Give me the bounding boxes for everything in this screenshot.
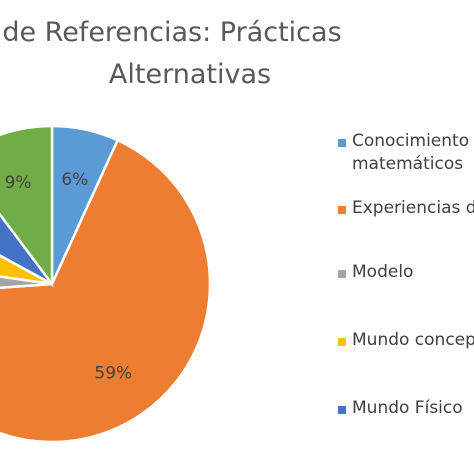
legend-entry-experiencias-de: Experiencias de [338, 198, 474, 218]
legend-swatch-mundo-concep [338, 338, 346, 346]
pie-data-labels: 6%59%6%9% [5, 170, 133, 383]
legend-swatch-experiencias-de [338, 206, 346, 214]
legend-entry-mundo-fisico: Mundo Físico [338, 398, 463, 418]
legend-label-conocimiento-matematicos: Conocimiento [352, 131, 469, 151]
chart-title: Resumen de Referencias: Prácticas Altern… [0, 17, 342, 90]
legend-label-mundo-concep: Mundo concep [352, 330, 474, 350]
legend-entry-conocimiento-matematicos: Conocimiento matemáticos [338, 131, 469, 174]
pie-slices [0, 124, 212, 444]
data-label-conocimiento-matematicos: 6% [61, 170, 88, 190]
data-label-experiencias-de: 59% [94, 363, 132, 383]
chart-title-line-2: Alternativas [109, 59, 271, 90]
legend-swatch-modelo [338, 270, 346, 278]
legend-label-conocimiento-matematicos-1: matemáticos [352, 154, 463, 174]
legend-label-modelo: Modelo [352, 262, 413, 282]
pie-slice-slice-5 [0, 124, 54, 288]
legend-entry-mundo-concep: Mundo concep [338, 330, 474, 350]
pie-slice-experiencias-de [0, 138, 212, 444]
legend-label-experiencias-de: Experiencias de [352, 198, 474, 218]
pie-slice-mundo-fisico [0, 212, 54, 286]
legend-label-mundo-fisico: Mundo Físico [352, 398, 463, 418]
data-label-slice-5: 9% [5, 173, 32, 193]
legend-swatch-mundo-fisico [338, 406, 346, 414]
legend-entry-modelo: Modelo [338, 262, 413, 282]
chart-title-line-1: Resumen de Referencias: Prácticas [0, 17, 342, 48]
chart-legend: Conocimiento matemáticos Experiencias de Mo… [338, 131, 474, 418]
legend-swatch-conocimiento-matematicos [338, 139, 346, 147]
